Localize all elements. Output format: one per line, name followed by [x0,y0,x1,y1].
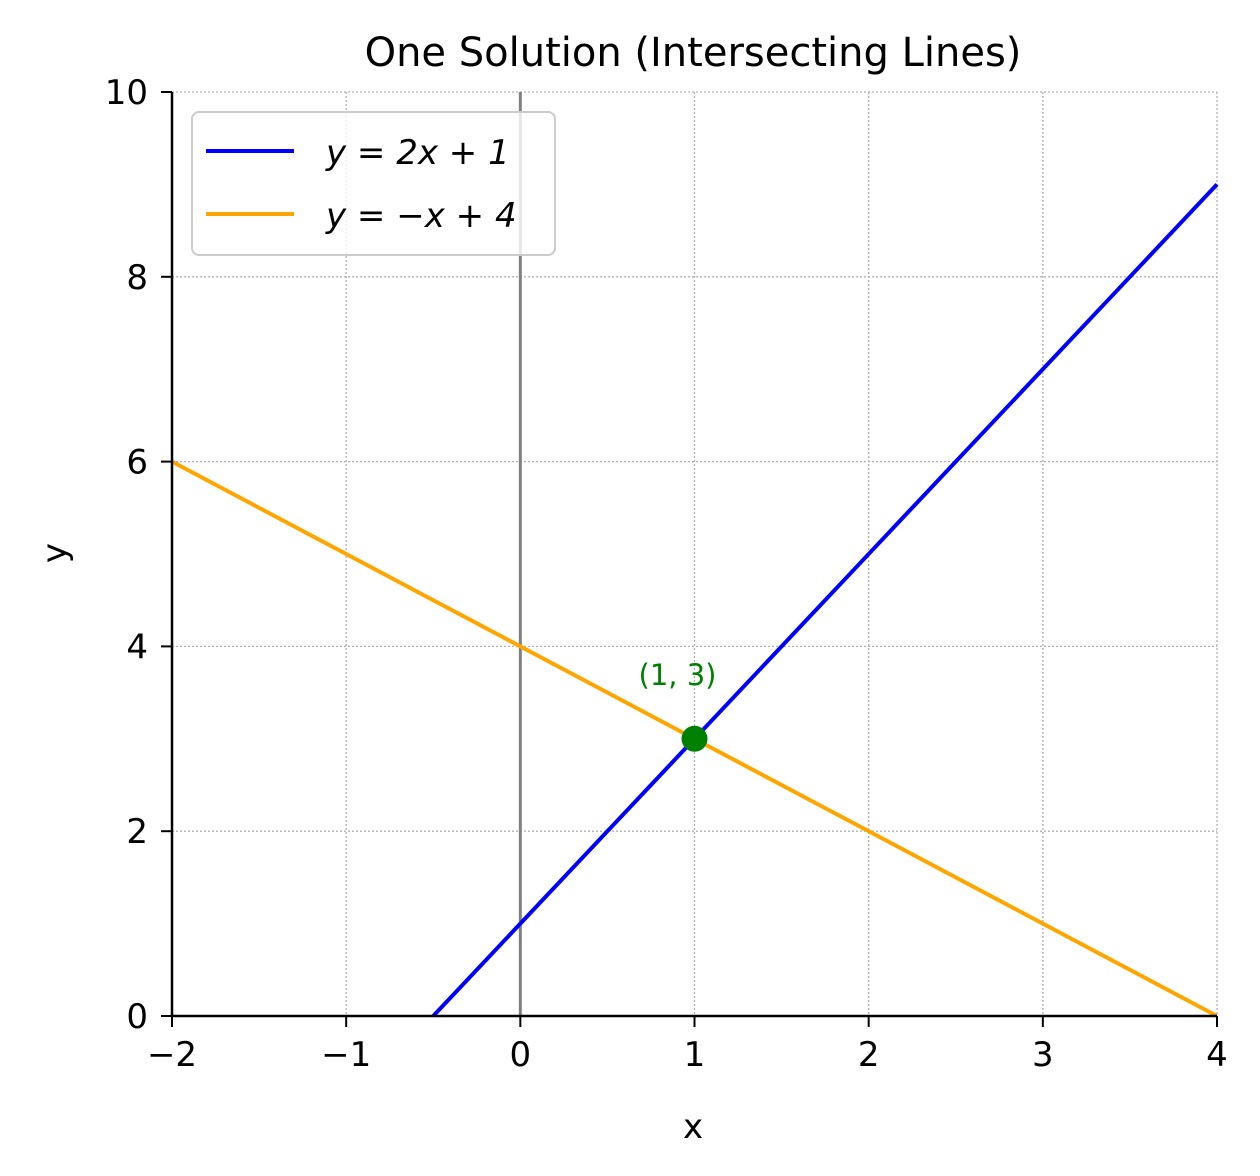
series-line-1 [431,183,1219,1018]
legend: y = 2x + 1 y = −x + 4 [191,111,556,256]
x-tick-label: −1 [321,1035,371,1075]
y-tick-label: 8 [126,258,148,298]
chart-title: One Solution (Intersecting Lines) [365,30,1022,76]
x-tick-label: 4 [1206,1035,1228,1075]
x-tick-label: −2 [147,1035,197,1075]
x-tick-label: 0 [510,1035,532,1075]
y-tick-label: 2 [126,812,148,852]
y-tick-label: 10 [105,73,148,113]
points-layer: (1, 3) [639,658,717,752]
legend-frame [191,111,556,256]
ticks: −2 −1 0 1 2 3 4 0 2 4 6 8 10 [105,73,1228,1075]
y-axis-label: y [35,543,75,563]
y-tick-label: 0 [126,997,148,1037]
y-tick-label: 6 [126,443,148,483]
intersection-label: (1, 3) [639,658,717,692]
x-tick-label: 1 [684,1035,706,1075]
legend-label-series-1: y = 2x + 1 [325,133,510,173]
intersection-point [681,725,708,752]
x-tick-label: 2 [858,1035,880,1075]
y-tick-label: 4 [126,627,148,667]
legend-label-series-2: y = −x + 4 [325,196,517,236]
x-axis-label: x [683,1107,703,1147]
x-tick-label: 3 [1032,1035,1054,1075]
